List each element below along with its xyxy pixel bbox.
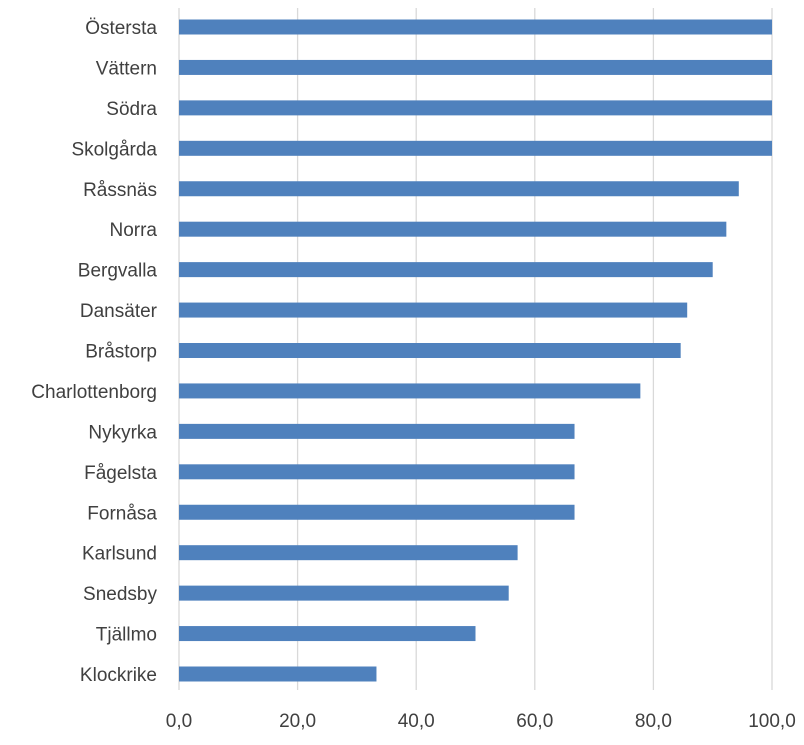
category-label: Fornåsa	[87, 503, 157, 524]
bar	[179, 221, 727, 237]
bar	[179, 59, 772, 75]
category-label: Klockrike	[80, 665, 157, 686]
category-label: Fågelsta	[84, 463, 157, 484]
category-label: Dansäter	[80, 301, 158, 322]
bar	[179, 181, 739, 197]
x-tick-label: 0,0	[166, 711, 192, 732]
bar	[179, 383, 641, 399]
bar	[179, 140, 772, 156]
bar	[179, 504, 575, 520]
category-label: Bråstorp	[85, 342, 157, 363]
x-tick-label: 20,0	[279, 711, 316, 732]
category-label: Råssnäs	[83, 180, 157, 201]
x-tick-label: 100,0	[748, 711, 796, 732]
category-label: Skolgårda	[71, 139, 157, 160]
category-label: Karlsund	[82, 544, 157, 565]
x-tick-labels: 0,0 20,0 40,0 60,0 80,0 100,0	[166, 711, 796, 732]
x-tick-label: 40,0	[398, 711, 435, 732]
category-label: Snedsby	[83, 584, 157, 605]
category-label: Nykyrka	[88, 422, 157, 443]
bar	[179, 626, 476, 642]
bars	[179, 19, 772, 682]
bar	[179, 343, 681, 358]
category-label: Östersta	[85, 18, 157, 39]
bar	[179, 100, 772, 116]
bar	[179, 19, 772, 35]
bar	[179, 423, 575, 439]
bar	[179, 545, 518, 561]
x-tick-label: 80,0	[635, 711, 672, 732]
bar	[179, 262, 713, 278]
category-label: Södra	[106, 99, 157, 120]
category-label: Norra	[109, 220, 157, 241]
bar	[179, 666, 377, 682]
bar	[179, 585, 509, 601]
category-labels: Östersta Vättern Södra Skolgårda Råssnäs Norr…	[31, 18, 157, 686]
category-label: Vättern	[96, 58, 157, 79]
category-label: Charlottenborg	[31, 382, 157, 403]
x-tick-label: 60,0	[516, 711, 553, 732]
bar	[179, 464, 575, 480]
bar	[179, 302, 688, 318]
category-label: Bergvalla	[78, 261, 158, 282]
category-label: Tjällmo	[96, 625, 157, 646]
